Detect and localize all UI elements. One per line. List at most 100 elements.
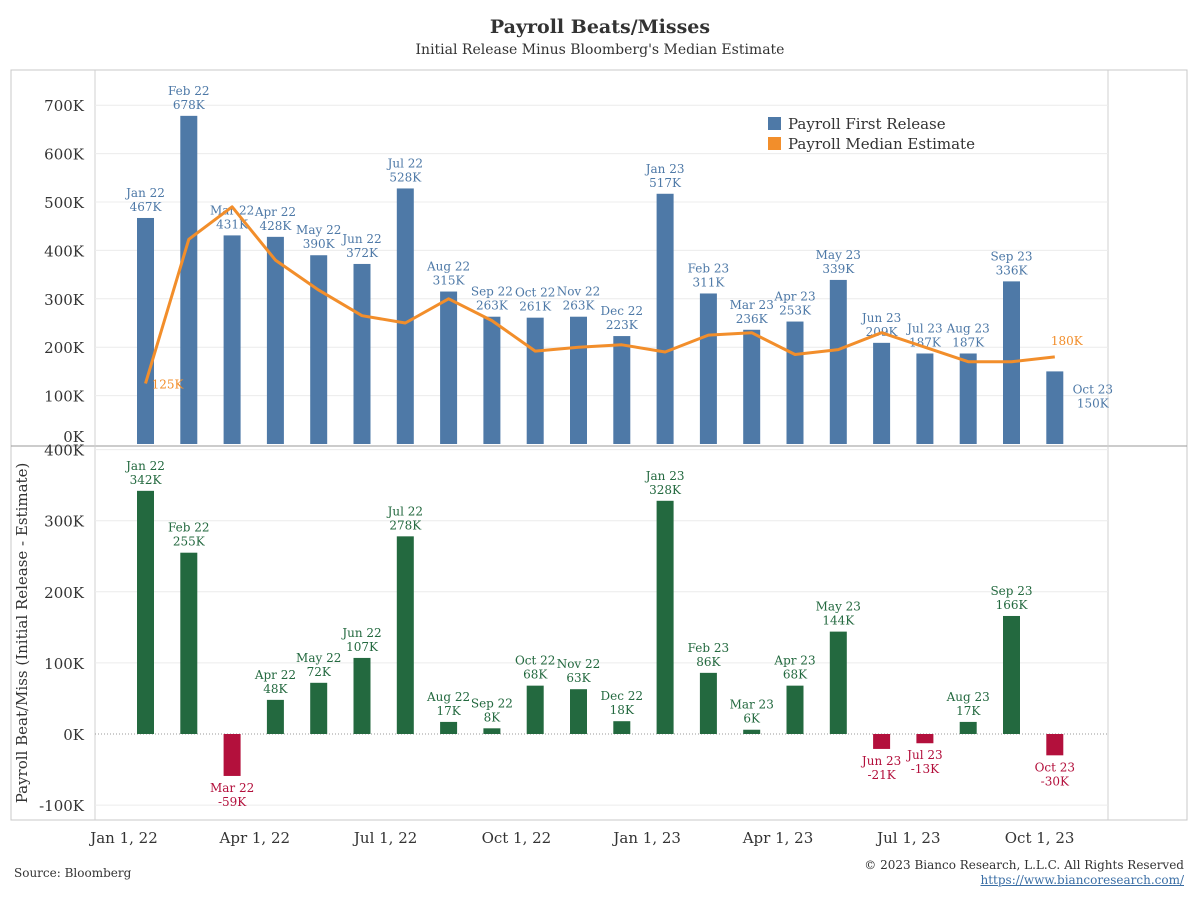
- release-value-label: 678K: [173, 98, 206, 112]
- release-month-label: Dec 22: [601, 304, 644, 318]
- beat-month-label: Sep 22: [471, 696, 513, 710]
- axis-labels: 0K 100K 200K 300K 400K 500K 600K 700K -100K 0K 100…: [13, 97, 1074, 847]
- beat-bar: [526, 685, 544, 734]
- beat-month-label: Apr 22: [254, 668, 296, 682]
- x-tick-label: Jul 1, 22: [352, 829, 417, 847]
- beat-month-label: Mar 23: [730, 698, 774, 712]
- release-value-label: 428K: [259, 219, 292, 233]
- beat-month-label: May 22: [296, 651, 341, 665]
- bottom-y-tick-label: -100K: [39, 797, 85, 815]
- beat-month-label: Sep 23: [990, 584, 1032, 598]
- release-bars: [137, 115, 1064, 445]
- release-value-label: 372K: [346, 246, 379, 260]
- x-tick-label: Jan 1, 23: [611, 829, 681, 847]
- top-y-tick-label: 0K: [63, 428, 85, 446]
- beat-month-label: Aug 22: [426, 690, 470, 704]
- release-bar: [266, 236, 284, 444]
- miss-value-label: -13K: [911, 762, 940, 776]
- release-bar: [526, 317, 544, 444]
- x-tick-label: Jan 1, 22: [88, 829, 158, 847]
- beat-value-label: 72K: [307, 665, 332, 679]
- estimate-value-label: 180K: [1051, 334, 1084, 348]
- bottom-y-tick-label: 400K: [44, 442, 85, 460]
- release-month-label: Oct 22: [515, 286, 555, 300]
- beat-bar: [310, 682, 328, 734]
- release-month-label: Jul 22: [386, 156, 423, 170]
- beat-month-label: Feb 23: [688, 641, 730, 655]
- miss-bar: [1046, 734, 1064, 756]
- miss-value-label: -59K: [218, 795, 247, 809]
- beat-month-label: Feb 22: [168, 521, 210, 535]
- miss-month-label: Jul 23: [905, 748, 942, 762]
- top-y-tick-label: 600K: [44, 146, 85, 164]
- release-value-label: 236K: [736, 312, 769, 326]
- beat-bar: [699, 672, 717, 734]
- release-value-label: 150K: [1077, 396, 1110, 410]
- beat-value-label: 166K: [996, 598, 1029, 612]
- legend: Payroll First Release Payroll Median Esti…: [768, 115, 975, 153]
- release-month-label: Apr 22: [254, 205, 296, 219]
- beat-month-label: Dec 22: [601, 689, 644, 703]
- bottom-y-axis-title: Payroll Beat/Miss (Initial Release - Est…: [13, 463, 31, 804]
- chart-title: Payroll Beats/Misses: [489, 16, 711, 38]
- release-value-label: 263K: [476, 299, 509, 313]
- release-bar: [873, 342, 891, 444]
- release-bar: [699, 293, 717, 444]
- release-month-label: Aug 23: [946, 321, 990, 335]
- beat-bar: [483, 728, 501, 734]
- release-value-label: 263K: [563, 299, 596, 313]
- release-bar: [829, 279, 847, 444]
- release-month-label: Nov 22: [557, 285, 601, 299]
- beat-value-label: 68K: [783, 668, 808, 682]
- top-y-tick-label: 500K: [44, 194, 85, 212]
- release-bar: [396, 188, 414, 444]
- miss-bar: [223, 734, 241, 776]
- estimate-series-line: [144, 205, 1055, 384]
- release-bar: [1046, 371, 1064, 444]
- beat-bar: [1003, 615, 1020, 734]
- x-tick-label: Oct 1, 23: [1005, 829, 1075, 847]
- release-month-label: Mar 23: [730, 298, 774, 312]
- release-bar: [959, 353, 977, 444]
- legend-estimate-swatch: [768, 137, 781, 150]
- x-tick-label: Jul 1, 23: [875, 829, 940, 847]
- release-value-label: 187K: [952, 335, 985, 349]
- website-link[interactable]: https://www.biancoresearch.com/: [980, 873, 1184, 887]
- legend-release-swatch: [768, 117, 781, 130]
- legend-release-label: Payroll First Release: [788, 115, 946, 133]
- top-y-tick-label: 700K: [44, 97, 85, 115]
- beat-value-label: 6K: [743, 712, 761, 726]
- beat-miss-bars: [137, 490, 1064, 776]
- chart-frame: [10, 69, 1188, 821]
- beat-value-label: 48K: [263, 682, 288, 696]
- release-value-label: 336K: [996, 263, 1029, 277]
- source-note: Source: Bloomberg: [14, 866, 132, 880]
- top-y-tick-label: 100K: [44, 388, 85, 406]
- miss-value-label: -30K: [1041, 774, 1070, 788]
- release-bar: [613, 336, 631, 444]
- beat-value-label: 278K: [389, 518, 422, 532]
- release-value-label: 339K: [822, 262, 855, 276]
- bottom-y-tick-label: 300K: [44, 513, 85, 531]
- beat-value-label: 255K: [173, 535, 206, 549]
- beat-bar: [137, 490, 154, 734]
- release-bar: [743, 329, 761, 444]
- beat-month-label: Jul 22: [386, 504, 423, 518]
- beat-month-label: Apr 23: [773, 654, 815, 668]
- release-value-label: 431K: [216, 217, 249, 231]
- release-bar: [353, 263, 371, 444]
- release-value-label: 315K: [433, 274, 466, 288]
- release-bar: [483, 316, 501, 444]
- x-tick-label: Oct 1, 22: [482, 829, 552, 847]
- chart-subtitle: Initial Release Minus Bloomberg's Median…: [415, 42, 785, 58]
- release-bar: [440, 291, 458, 444]
- beat-value-label: 8K: [484, 710, 502, 724]
- estimate-line: 125K 180K: [144, 205, 1084, 392]
- release-value-label: 517K: [649, 176, 682, 190]
- release-bar: [656, 193, 674, 444]
- beat-bar: [613, 721, 631, 734]
- x-tick-label: Apr 1, 23: [742, 829, 814, 847]
